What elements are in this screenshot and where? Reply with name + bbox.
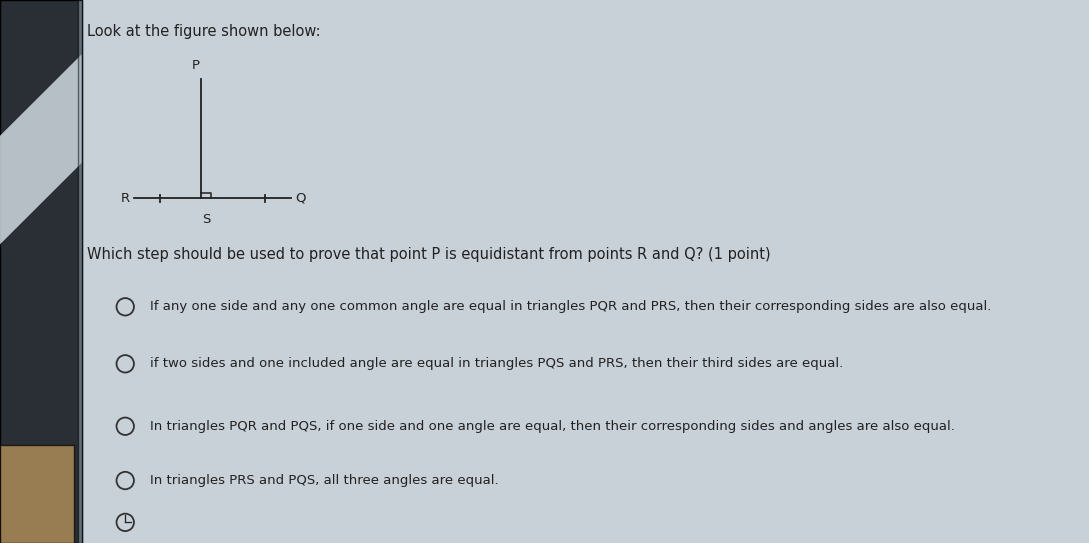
Text: S: S	[201, 213, 210, 226]
FancyBboxPatch shape	[78, 0, 82, 543]
Text: R: R	[121, 192, 130, 205]
FancyBboxPatch shape	[0, 0, 82, 543]
Text: In triangles PRS and PQS, all three angles are equal.: In triangles PRS and PQS, all three angl…	[150, 474, 499, 487]
Text: Look at the figure shown below:: Look at the figure shown below:	[87, 24, 321, 40]
Text: if two sides and one included angle are equal in triangles PQS and PRS, then the: if two sides and one included angle are …	[150, 357, 844, 370]
Text: Q: Q	[295, 192, 306, 205]
Text: In triangles PQR and PQS, if one side and one angle are equal, then their corres: In triangles PQR and PQS, if one side an…	[150, 420, 955, 433]
FancyBboxPatch shape	[0, 445, 74, 543]
Text: P: P	[192, 59, 200, 72]
Polygon shape	[0, 54, 82, 244]
Text: If any one side and any one common angle are equal in triangles PQR and PRS, the: If any one side and any one common angle…	[150, 300, 992, 313]
Text: Which step should be used to prove that point P is equidistant from points R and: Which step should be used to prove that …	[87, 247, 771, 262]
